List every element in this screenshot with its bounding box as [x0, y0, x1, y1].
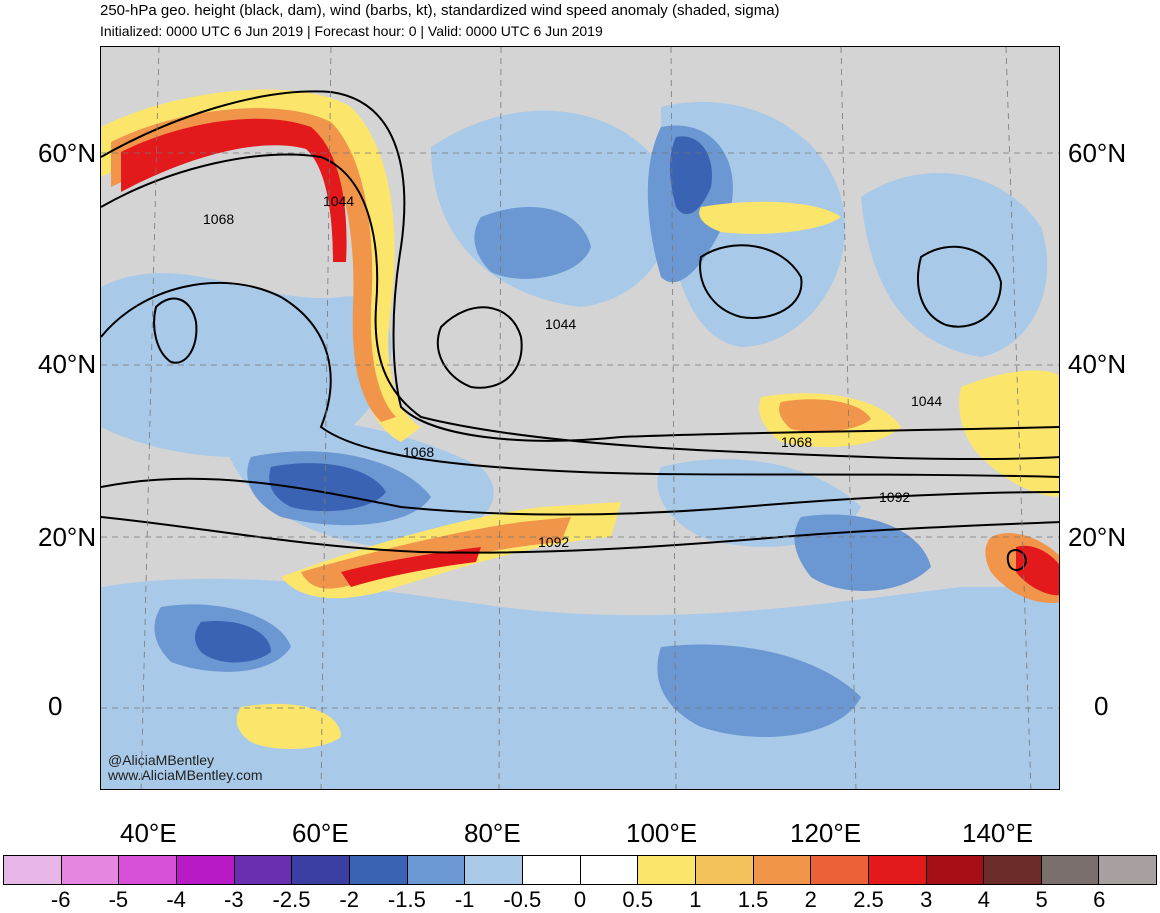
contour-label-group: 1068 1044 1044 1044 1068 1068 1092 1092 — [203, 193, 942, 550]
colorbar-tick-label: -2.5 — [272, 887, 311, 912]
contour-label: 1068 — [203, 211, 234, 227]
colorbar-tick-label: -1 — [454, 887, 475, 912]
colorbar-tick-label: -0.5 — [503, 887, 542, 912]
lat-label-20n-left: 20°N — [38, 522, 97, 552]
lon-label-120e: 120°E — [790, 818, 862, 848]
colorbar-bin — [868, 856, 927, 884]
lat-label-0-left: 0 — [48, 691, 63, 721]
colorbar-tick-label: 3 — [920, 887, 933, 912]
colorbar-tick-label: 1 — [689, 887, 702, 912]
contour-label: 1092 — [879, 489, 910, 505]
map-canvas: 1068 1044 1044 1044 1068 1068 1092 1092 — [101, 47, 1059, 789]
colorbar-bin — [926, 856, 985, 884]
colorbar-tick-label: 1.5 — [737, 887, 769, 912]
colorbar-bin — [753, 856, 812, 884]
colorbar-bin — [4, 856, 62, 884]
colorbar-bin — [119, 856, 177, 884]
contour-label: 1068 — [781, 434, 812, 450]
colorbar-bin — [292, 856, 350, 884]
lat-label-20n-right: 20°N — [1068, 522, 1127, 552]
colorbar-bin — [1041, 856, 1100, 884]
lon-label-40e: 40°E — [120, 818, 177, 848]
lon-label-140e: 140°E — [962, 818, 1034, 848]
colorbar-tick-label: -1.5 — [387, 887, 426, 912]
colorbar-bin — [407, 856, 466, 884]
colorbar-tick-label: 5 — [1035, 887, 1048, 912]
colorbar-bin — [580, 856, 639, 884]
colorbar — [3, 855, 1157, 885]
contour-label: 1092 — [538, 534, 569, 550]
colorbar-tick-label: 6 — [1093, 887, 1106, 912]
colorbar-bin — [349, 856, 408, 884]
colorbar-bin — [1099, 856, 1157, 884]
height-contours — [101, 90, 1059, 571]
contour-label: 1044 — [911, 393, 942, 409]
colorbar-tick-label: -4 — [166, 887, 186, 912]
lat-label-40n-left: 40°N — [38, 349, 97, 379]
colorbar-bin — [176, 856, 235, 884]
graticule — [101, 47, 1059, 789]
colorbar-tick-label: -5 — [108, 887, 129, 912]
credit-website: www.AliciaMBentley.com — [108, 767, 263, 783]
colorbar-tick-label: -6 — [50, 887, 71, 912]
map-title: 250-hPa geo. height (black, dam), wind (… — [100, 2, 780, 19]
colorbar-bin — [61, 856, 120, 884]
colorbar-tick-label: 2.5 — [853, 887, 884, 912]
contour-label: 1044 — [323, 193, 354, 209]
colorbar-bin — [234, 856, 293, 884]
colorbar-tick-label: -2 — [339, 887, 359, 912]
colorbar-tick-label: 2 — [804, 887, 817, 912]
lat-label-40n-right: 40°N — [1068, 349, 1127, 379]
colorbar-bin — [811, 856, 869, 884]
weather-map: 1068 1044 1044 1044 1068 1068 1092 1092 — [100, 46, 1060, 790]
lon-label-100e: 100°E — [626, 818, 698, 848]
strong-positive-anomaly-shading — [121, 118, 1059, 596]
credit-handle: @AliciaMBentley — [108, 752, 215, 768]
colorbar-bin — [638, 856, 696, 884]
lat-label-0-right: 0 — [1094, 691, 1109, 721]
colorbar-bin — [522, 856, 581, 884]
colorbar-bin — [984, 856, 1042, 884]
lat-label-60n-right: 60°N — [1068, 138, 1127, 168]
colorbar-bin — [465, 856, 523, 884]
contour-label: 1044 — [545, 316, 576, 332]
colorbar-bin — [695, 856, 754, 884]
colorbar-tick-label: 0 — [573, 887, 587, 912]
colorbar-tick-label: 4 — [977, 887, 991, 912]
lon-label-80e: 80°E — [464, 818, 521, 848]
contour-label: 1068 — [403, 444, 434, 460]
colorbar-tick-label: -3 — [224, 887, 244, 912]
colorbar-tick-label: 0.5 — [622, 887, 653, 912]
lon-label-60e: 60°E — [292, 818, 349, 848]
lat-label-60n-left: 60°N — [38, 138, 97, 168]
map-subtitle: Initialized: 0000 UTC 6 Jun 2019 | Forec… — [100, 23, 603, 39]
